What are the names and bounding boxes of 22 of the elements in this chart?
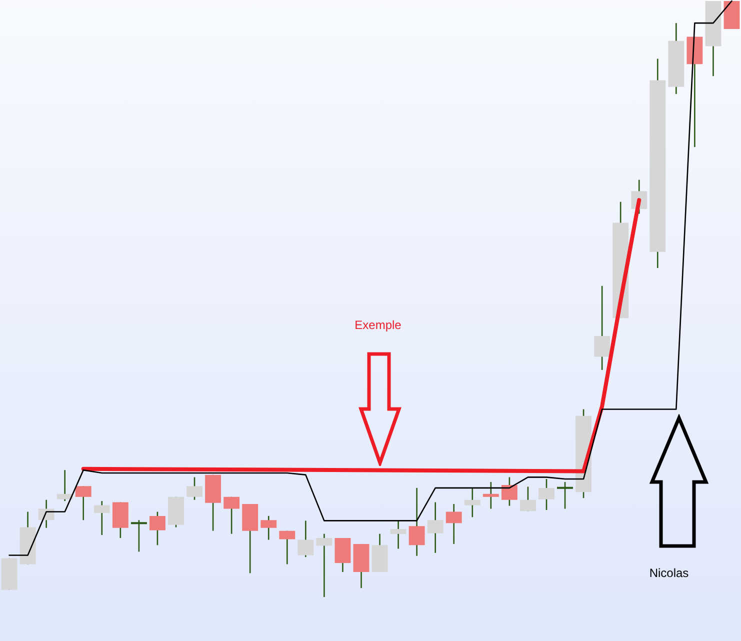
annotation: Nicolas [648, 566, 690, 580]
candlestick [594, 285, 610, 371]
candlestick [316, 533, 332, 598]
candlestick [464, 487, 480, 518]
annotation: Exemple [354, 318, 402, 332]
candlestick [149, 511, 166, 546]
candlestick [408, 487, 425, 557]
candlestick [75, 485, 92, 521]
candlestick [501, 476, 518, 506]
candlestick [224, 496, 240, 534]
candlestick [482, 481, 499, 510]
candlestick [538, 478, 554, 511]
candlestick [279, 530, 296, 565]
candlestick [260, 515, 277, 540]
candlestick [94, 500, 110, 536]
candlestick [298, 520, 314, 558]
candlestick [186, 476, 202, 500]
candlestick [390, 520, 406, 550]
candlestick [427, 502, 444, 554]
candlestick [446, 503, 462, 545]
candlestick [56, 469, 73, 502]
candlestick [520, 486, 536, 512]
